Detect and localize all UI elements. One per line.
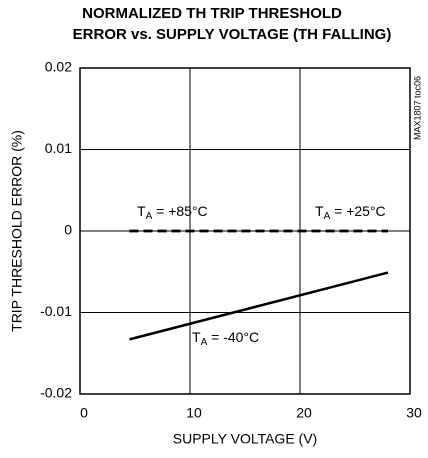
plot-frame — [79, 67, 411, 395]
label-text: = +85°C — [152, 203, 207, 219]
label-base: T — [315, 203, 324, 219]
series-label: TA = +85°C — [137, 203, 208, 222]
label-sub: A — [201, 337, 208, 348]
label-sub: A — [146, 211, 153, 222]
y-tick-label: 0.01 — [45, 140, 72, 156]
label-sub: A — [324, 211, 331, 222]
series-label: TA = -40°C — [192, 329, 259, 348]
series-label: TA = +25°C — [315, 203, 386, 222]
chart-title: ERROR vs. SUPPLY VOLTAGE (TH FALLING) — [73, 26, 392, 43]
x-axis-label: SUPPLY VOLTAGE (V) — [173, 431, 317, 447]
y-tick-label: 0 — [64, 222, 72, 238]
x-tick-label: 10 — [186, 405, 202, 421]
y-tick-label: -0.01 — [40, 303, 72, 319]
label-text: = -40°C — [207, 329, 259, 345]
x-tick-label: 30 — [406, 405, 422, 421]
chart-title: NORMALIZED TH TRIP THRESHOLD — [82, 5, 342, 22]
y-axis-label: TRIP THRESHOLD ERROR (%) — [9, 130, 25, 332]
y-tick-label: 0.02 — [45, 59, 72, 75]
data-line — [129, 271, 389, 341]
x-tick-label: 20 — [296, 405, 312, 421]
label-base: T — [192, 329, 201, 345]
label-text: = +25°C — [330, 203, 385, 219]
x-tick-label: 0 — [80, 405, 88, 421]
note: MAX1807 toc06 — [412, 76, 422, 140]
label-base: T — [137, 203, 146, 219]
y-tick-label: -0.02 — [40, 385, 72, 401]
